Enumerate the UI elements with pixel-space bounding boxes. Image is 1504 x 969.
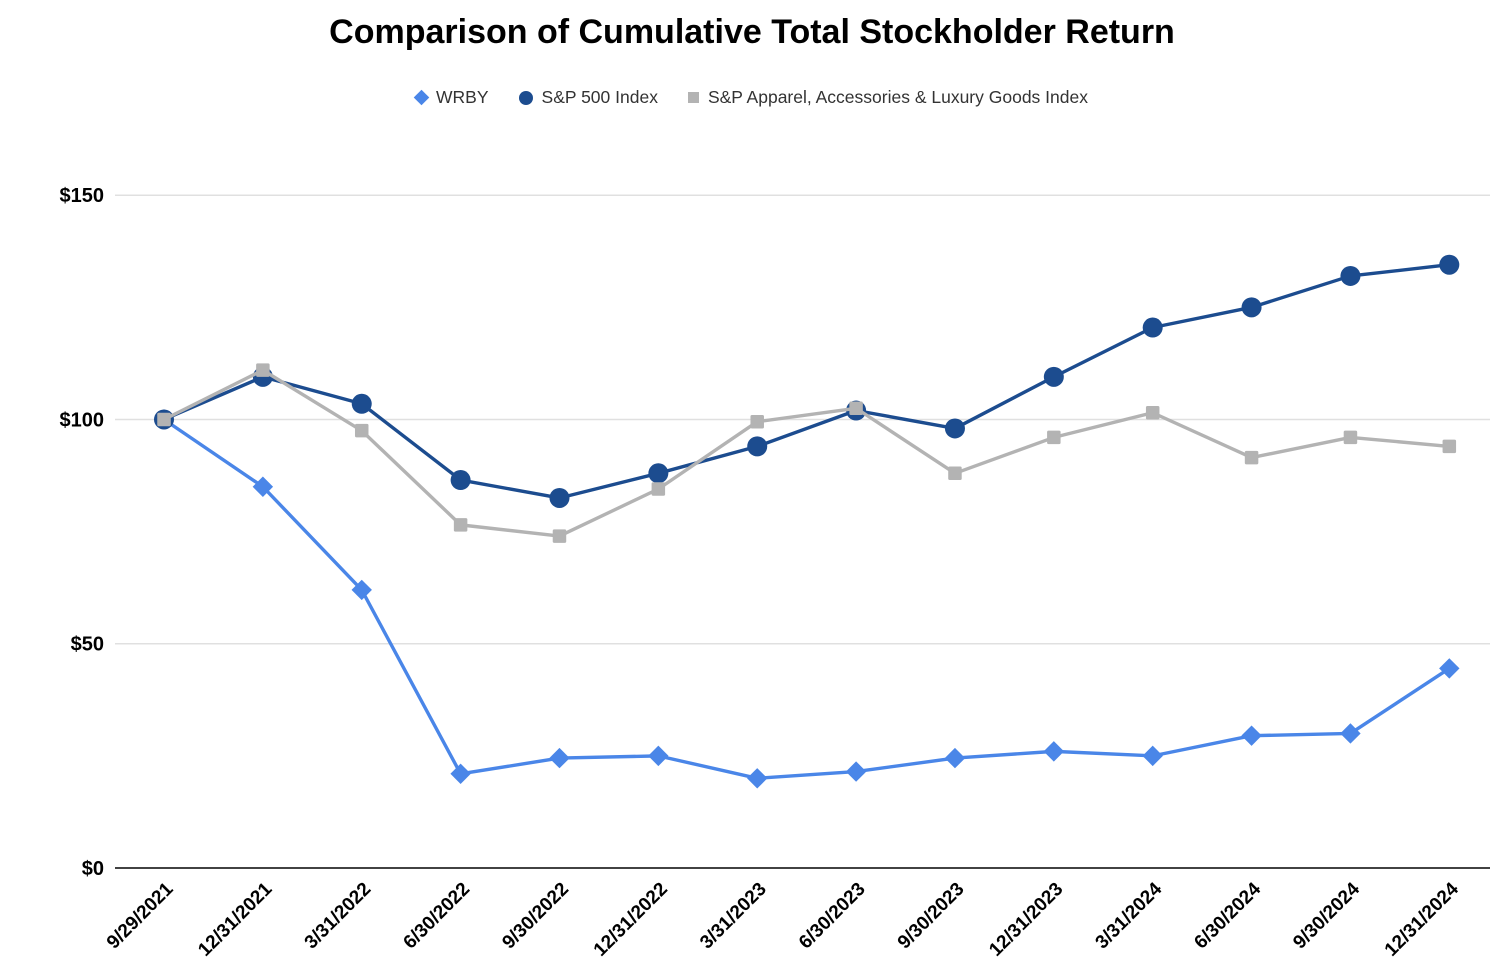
data-point-diamond (1043, 741, 1065, 762)
data-point-square (651, 482, 666, 496)
data-point-circle (1043, 366, 1064, 387)
data-point-diamond (1439, 658, 1460, 679)
legend-item-wrby: WRBY (413, 87, 489, 108)
y-axis-label: $50 (71, 634, 104, 656)
data-point-square (552, 529, 567, 543)
series-line-diamond (162, 417, 1452, 780)
chart-title: Comparison of Cumulative Total Stockhold… (329, 13, 1175, 51)
data-point-diamond (549, 747, 570, 769)
data-point-square (354, 423, 369, 438)
x-axis-label: 12/31/2024 (1381, 878, 1463, 960)
x-axis-label: 9/30/2024 (1289, 878, 1364, 953)
data-point-circle (1439, 254, 1460, 275)
wrby-diamond-icon (413, 89, 430, 106)
legend-item-apparel: S&P Apparel, Accessories & Luxury Goods … (687, 87, 1088, 108)
data-point-circle (351, 393, 372, 414)
y-axis-label: $100 (60, 409, 105, 431)
data-point-diamond (1241, 725, 1262, 746)
data-point-diamond (648, 745, 669, 767)
data-point-diamond (1340, 723, 1361, 744)
data-point-diamond (944, 747, 966, 769)
chart-plot-area: $0 $50 $100 $150 9/29/2021 12/31/2021 3/31/202… (0, 150, 1504, 969)
data-point-square (948, 466, 962, 481)
chart-canvas: $0 $50 $100 $150 9/29/2021 12/31/2021 3/31/202… (60, 185, 1490, 961)
x-axis-label: 12/31/2022 (590, 879, 672, 961)
x-axis-label: 9/30/2023 (894, 879, 969, 954)
data-point-diamond (450, 763, 471, 785)
data-point-square (1343, 430, 1358, 445)
data-point-diamond (252, 476, 274, 497)
chart-legend: WRBY S&P 500 Index S&P Apparel, Accessor… (0, 87, 1504, 108)
legend-item-sp500: S&P 500 Index (518, 87, 658, 108)
data-point-diamond (747, 768, 768, 789)
y-axis-label: $0 (82, 858, 104, 880)
x-axis-label: 9/30/2022 (498, 879, 573, 954)
data-point-diamond (351, 579, 372, 601)
data-point-circle (450, 470, 471, 491)
data-point-square (1047, 430, 1061, 445)
apparel-square-icon (687, 92, 699, 103)
data-point-square (750, 414, 764, 429)
series-line-circle (162, 263, 1452, 500)
y-axis-label: $150 (60, 185, 105, 207)
data-point-circle (944, 418, 965, 439)
data-point-square (453, 518, 468, 532)
x-axis-label: 12/31/2023 (985, 879, 1067, 961)
data-point-circle (648, 463, 669, 484)
data-point-square (1145, 405, 1160, 420)
x-axis-label: 6/30/2024 (1190, 878, 1265, 953)
data-point-square (256, 363, 270, 377)
x-axis-label: 3/31/2023 (696, 879, 771, 954)
x-axis-label: 6/30/2022 (400, 879, 475, 954)
data-point-circle (1142, 317, 1163, 338)
data-point-square (157, 412, 171, 427)
x-axis-label: 3/31/2024 (1092, 878, 1167, 953)
data-point-diamond (1142, 745, 1163, 767)
data-point-circle (747, 436, 768, 457)
data-point-circle (1340, 265, 1361, 286)
data-point-circle (549, 487, 570, 508)
x-axis-label: 9/29/2021 (103, 878, 178, 953)
data-point-diamond (845, 761, 867, 782)
data-point-circle (1241, 297, 1262, 318)
data-point-square (1244, 450, 1259, 465)
x-axis-label: 6/30/2023 (795, 879, 870, 954)
series-line-square (162, 368, 1452, 538)
legend-label-sp500: S&P 500 Index (541, 87, 658, 107)
data-point-square (1442, 439, 1457, 454)
sp500-circle-icon (518, 90, 533, 105)
data-point-square (849, 401, 863, 416)
x-axis-label: 3/31/2022 (301, 879, 376, 954)
legend-label-apparel: S&P Apparel, Accessories & Luxury Goods … (707, 87, 1088, 107)
x-axis-label: 12/31/2021 (194, 878, 276, 960)
legend-label-wrby: WRBY (436, 87, 489, 107)
